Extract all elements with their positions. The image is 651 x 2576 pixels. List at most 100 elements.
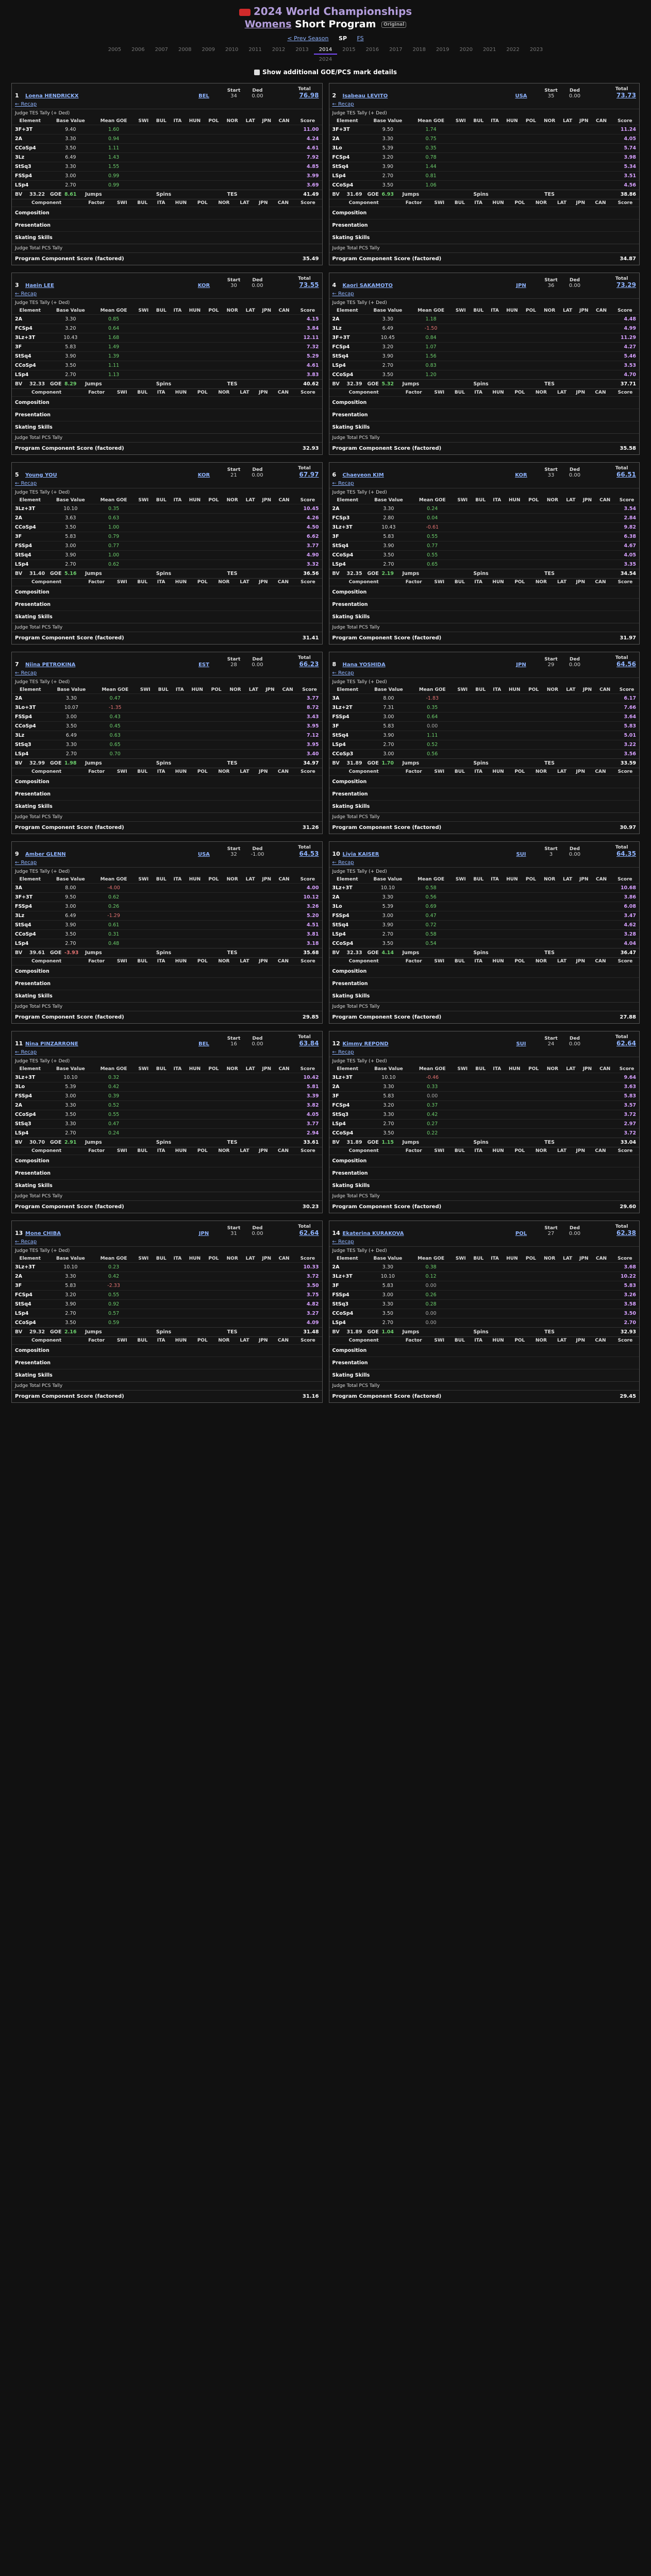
year-tab[interactable]: 2016 (365, 47, 379, 53)
nation-link[interactable]: JPN (516, 662, 526, 668)
year-tab[interactable]: 2011 (248, 47, 262, 53)
component-name: Skating Skills (329, 990, 398, 1002)
total-score-link[interactable]: 66.23 (299, 660, 319, 668)
bv-value: 32.39 (346, 381, 362, 387)
recap-link[interactable]: ← Recap (15, 101, 37, 107)
recap-link[interactable]: ← Recap (15, 291, 37, 297)
recap-link[interactable]: ← Recap (15, 670, 37, 676)
skater-name-link[interactable]: Mone CHIBA (25, 1231, 61, 1236)
year-tab[interactable]: 2022 (506, 47, 520, 53)
recap-link[interactable]: ← Recap (332, 101, 354, 107)
nation-link[interactable]: SUI (516, 852, 526, 857)
column-header: NOR (226, 877, 238, 882)
nation-link[interactable]: BEL (198, 1041, 209, 1047)
recap-link[interactable]: ← Recap (332, 670, 354, 676)
skater-name-link[interactable]: Nina PINZARRONE (25, 1041, 78, 1047)
year-tab[interactable]: 2012 (272, 47, 286, 53)
nation-link[interactable]: USA (197, 852, 210, 857)
nation-link[interactable]: SUI (516, 1041, 526, 1047)
judge-mark (152, 1309, 171, 1318)
discipline-link[interactable]: Womens (244, 19, 292, 30)
year-tab[interactable]: 2006 (131, 47, 145, 53)
skater-name-link[interactable]: Loena HENDRICKX (25, 93, 79, 99)
total-score-link[interactable]: 63.84 (299, 1040, 319, 1047)
event-title-link[interactable]: 2024 World Championships (253, 5, 412, 18)
column-header: Mean GOE (100, 118, 127, 124)
year-tab[interactable]: 2021 (482, 47, 496, 53)
judge-mark (154, 721, 173, 731)
skater-name-link[interactable]: Young YOU (25, 472, 57, 478)
total-score-link[interactable]: 66.51 (616, 471, 636, 478)
base-value: 3.50 (48, 143, 93, 153)
total-score-link[interactable]: 64.35 (616, 850, 636, 857)
recap-link[interactable]: ← Recap (332, 1049, 354, 1055)
checkbox-icon[interactable] (254, 70, 260, 75)
skater-name-link[interactable]: Isabeau LEVITO (342, 93, 388, 99)
nation-link[interactable]: BEL (198, 93, 209, 99)
prev-season-link[interactable]: < Prev Season (287, 35, 329, 42)
nation-link[interactable]: KOR (515, 472, 527, 478)
year-tab[interactable]: 2019 (436, 47, 449, 53)
column-header: Factor (81, 388, 112, 397)
year-tab[interactable]: 2018 (412, 47, 426, 53)
nation-link[interactable]: KOR (197, 283, 210, 289)
skater-name-link[interactable]: Hana YOSHIDA (342, 662, 386, 668)
year-tab[interactable]: 2023 (529, 47, 543, 53)
total-score-link[interactable]: 73.29 (616, 281, 636, 289)
fs-tab[interactable]: FS (357, 35, 364, 42)
pcs-total-value: 29.60 (620, 1204, 636, 1210)
total-score-link[interactable]: 62.64 (299, 1229, 319, 1236)
element-score: 5.74 (610, 143, 639, 153)
total-score-link[interactable]: 62.38 (616, 1229, 636, 1236)
year-tab[interactable]: 2015 (342, 47, 356, 53)
skater-name-link[interactable]: Amber GLENN (25, 852, 66, 857)
year-tab[interactable]: 2009 (202, 47, 215, 53)
total-score-link[interactable]: 73.73 (616, 92, 636, 99)
sp-tab[interactable]: SP (339, 35, 347, 42)
element-score: 3.63 (614, 1082, 639, 1092)
year-tab[interactable]: 2017 (389, 47, 403, 53)
skater-name-link[interactable]: Kaori SAKAMOTO (342, 283, 393, 289)
total-score-link[interactable]: 73.55 (299, 281, 319, 289)
year-tab[interactable]: 2005 (108, 47, 122, 53)
skater-name-link[interactable]: Kimmy REPOND (342, 1041, 389, 1047)
column-header: Score (294, 578, 322, 586)
skater-name-link[interactable]: Niina PETROKINA (25, 662, 76, 668)
year-tab[interactable]: 2024 (319, 57, 332, 62)
goe-details-toggle[interactable]: Show additional GOE/PCS mark details (0, 69, 651, 76)
rank: 7 (15, 661, 19, 668)
recap-link[interactable]: ← Recap (332, 860, 354, 866)
nation-link[interactable]: KOR (197, 472, 210, 478)
recap-link[interactable]: ← Recap (332, 481, 354, 486)
nation-link[interactable]: EST (198, 662, 209, 668)
skater-name-link[interactable]: Chaeyeon KIM (342, 472, 384, 478)
skater-name-link[interactable]: Haein LEE (25, 283, 54, 289)
year-tab[interactable]: 2020 (459, 47, 473, 53)
year-tab[interactable]: 2010 (225, 47, 239, 53)
recap-link[interactable]: ← Recap (15, 860, 37, 866)
skater-name-link[interactable]: Livia KAISER (342, 852, 379, 857)
year-tab[interactable]: 2007 (155, 47, 169, 53)
year-tab[interactable]: 2013 (295, 47, 309, 53)
recap-link[interactable]: ← Recap (332, 291, 354, 297)
nation-link[interactable]: JPN (516, 283, 526, 289)
total-score-link[interactable]: 76.98 (299, 92, 319, 99)
judge-mark (552, 598, 572, 611)
recap-link[interactable]: ← Recap (15, 481, 37, 486)
spins-label: Spins (156, 1140, 172, 1145)
year-tab[interactable]: 2008 (178, 47, 192, 53)
recap-link[interactable]: ← Recap (332, 1239, 354, 1245)
skater-name-link[interactable]: Ekaterina KURAKOVA (342, 1231, 404, 1236)
nation-link[interactable]: USA (515, 93, 527, 99)
nation-link[interactable]: POL (515, 1231, 527, 1236)
year-tab[interactable]: 2014 (313, 46, 338, 55)
total-score-link[interactable]: 64.53 (299, 850, 319, 857)
column-header: Score (617, 877, 632, 882)
component-name: Skating Skills (12, 611, 81, 623)
nation-link[interactable]: JPN (198, 1231, 209, 1236)
recap-link[interactable]: ← Recap (15, 1049, 37, 1055)
total-score-link[interactable]: 64.56 (616, 660, 636, 668)
recap-link[interactable]: ← Recap (15, 1239, 37, 1245)
total-score-link[interactable]: 67.97 (299, 471, 319, 478)
total-score-link[interactable]: 62.64 (616, 1040, 636, 1047)
